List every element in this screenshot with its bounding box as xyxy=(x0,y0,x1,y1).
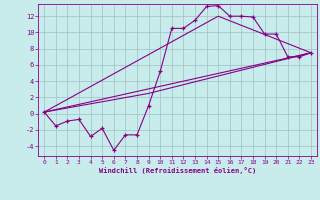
X-axis label: Windchill (Refroidissement éolien,°C): Windchill (Refroidissement éolien,°C) xyxy=(99,167,256,174)
